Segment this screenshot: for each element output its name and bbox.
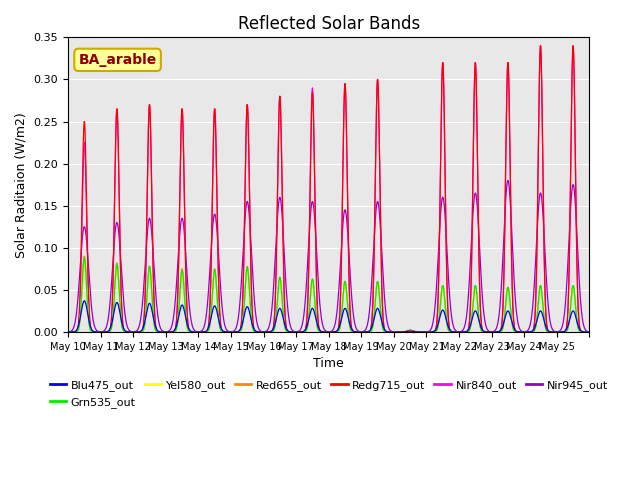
Y-axis label: Solar Raditaion (W/m2): Solar Raditaion (W/m2)	[15, 112, 28, 257]
Text: BA_arable: BA_arable	[79, 53, 157, 67]
X-axis label: Time: Time	[314, 357, 344, 370]
Title: Reflected Solar Bands: Reflected Solar Bands	[237, 15, 420, 33]
Legend: Blu475_out, Grn535_out, Yel580_out, Red655_out, Redg715_out, Nir840_out, Nir945_: Blu475_out, Grn535_out, Yel580_out, Red6…	[45, 376, 612, 412]
